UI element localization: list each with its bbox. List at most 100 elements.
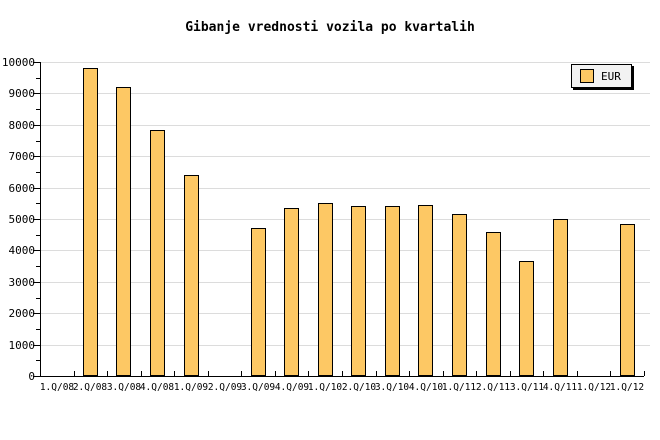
y-axis-minor-tick [36, 172, 40, 173]
x-axis-tick-label: 1.Q/10 [307, 382, 343, 393]
x-axis-tick [409, 371, 410, 376]
chart-title: Gibanje vrednosti vozila po kvartalih [185, 20, 475, 35]
y-axis-major-tick [33, 313, 40, 314]
x-axis-tick-label: 2.Q/08 [72, 382, 108, 393]
x-axis-tick [174, 371, 175, 376]
y-axis-minor-tick [36, 329, 40, 330]
x-axis-tick-label: 4.Q/10 [408, 382, 444, 393]
gridline [40, 250, 650, 251]
bar [486, 232, 501, 376]
x-axis-tick [40, 371, 41, 376]
x-axis-tick [141, 371, 142, 376]
x-axis-tick-label: 2.Q/10 [341, 382, 377, 393]
bar [418, 205, 433, 376]
y-axis-major-tick [33, 345, 40, 346]
x-axis-tick [342, 371, 343, 376]
y-axis-minor-tick [36, 78, 40, 79]
bar [318, 203, 333, 376]
x-axis-tick-label: 1.Q/08 [39, 382, 75, 393]
gridline [40, 62, 650, 63]
x-axis-tick-label: 4.Q/08 [139, 382, 175, 393]
y-axis-minor-tick [36, 109, 40, 110]
y-axis-tick-label: 3000 [8, 276, 36, 289]
x-axis-tick-label: 1.Q/09 [173, 382, 209, 393]
x-axis-tick-label: 1.Q/12 [576, 382, 612, 393]
x-axis-tick [74, 371, 75, 376]
x-axis-tick [610, 371, 611, 376]
x-axis-tick [208, 371, 209, 376]
y-axis-tick-label: 10000 [1, 56, 35, 69]
y-axis-major-tick [33, 219, 40, 220]
y-axis-major-tick [33, 62, 40, 63]
x-axis-tick-label: 3.Q/11 [509, 382, 545, 393]
gridline [40, 313, 650, 314]
y-axis-tick-label: 9000 [8, 87, 36, 100]
x-axis-tick [241, 371, 242, 376]
bar [116, 87, 131, 376]
y-axis-line [40, 62, 41, 376]
y-axis-major-tick [33, 125, 40, 126]
x-axis-tick [476, 371, 477, 376]
y-axis-major-tick [33, 376, 40, 377]
bar [452, 214, 467, 376]
y-axis-minor-tick [36, 266, 40, 267]
y-axis-tick-label: 6000 [8, 182, 36, 195]
x-axis-tick-label: 3.Q/09 [240, 382, 276, 393]
bar [284, 208, 299, 376]
x-axis-line [40, 376, 644, 377]
y-axis-major-tick [33, 156, 40, 157]
x-axis-tick-label: 3.Q/10 [374, 382, 410, 393]
bar [553, 219, 568, 376]
x-axis-tick [510, 371, 511, 376]
gridline [40, 188, 650, 189]
gridline [40, 93, 650, 94]
gridline [40, 125, 650, 126]
y-axis-major-tick [33, 282, 40, 283]
bar [351, 206, 366, 376]
y-axis-minor-tick [36, 141, 40, 142]
y-axis-tick-label: 8000 [8, 119, 36, 132]
y-axis-tick-label: 0 [28, 370, 35, 383]
x-axis-tick [577, 371, 578, 376]
x-axis-tick-label: 2.Q/09 [207, 382, 243, 393]
y-axis-major-tick [33, 93, 40, 94]
y-axis-minor-tick [36, 203, 40, 204]
x-axis-tick [275, 371, 276, 376]
gridline [40, 156, 650, 157]
gridline [40, 345, 650, 346]
x-axis-tick-label: 1.Q/12 [609, 382, 645, 393]
y-axis-major-tick [33, 250, 40, 251]
x-axis-tick-label: 4.Q/11 [542, 382, 578, 393]
x-axis-tick-label: 1.Q/11 [441, 382, 477, 393]
y-axis-major-tick [33, 188, 40, 189]
y-axis-minor-tick [36, 235, 40, 236]
gridline [40, 219, 650, 220]
x-axis-tick [543, 371, 544, 376]
legend-box: EUR [571, 64, 632, 88]
x-axis-tick-label: 4.Q/09 [274, 382, 310, 393]
gridline [40, 282, 650, 283]
x-axis-tick [107, 371, 108, 376]
bar [519, 261, 534, 376]
bar [83, 68, 98, 376]
x-axis-tick [376, 371, 377, 376]
x-axis-tick [644, 371, 645, 376]
x-axis-tick [443, 371, 444, 376]
x-axis-tick-label: 2.Q/11 [475, 382, 511, 393]
x-axis-tick [308, 371, 309, 376]
bar [620, 224, 635, 376]
y-axis-tick-label: 2000 [8, 307, 36, 320]
bar [385, 206, 400, 376]
bar [184, 175, 199, 376]
y-axis-minor-tick [36, 360, 40, 361]
x-axis-tick-label: 3.Q/08 [106, 382, 142, 393]
legend-swatch-eur [580, 69, 594, 83]
y-axis-tick-label: 4000 [8, 244, 36, 257]
legend-label: EUR [601, 69, 621, 83]
y-axis-tick-label: 5000 [8, 213, 36, 226]
y-axis-tick-label: 7000 [8, 150, 36, 163]
y-axis-tick-label: 1000 [8, 339, 36, 352]
bar [150, 130, 165, 376]
bar [251, 228, 266, 376]
